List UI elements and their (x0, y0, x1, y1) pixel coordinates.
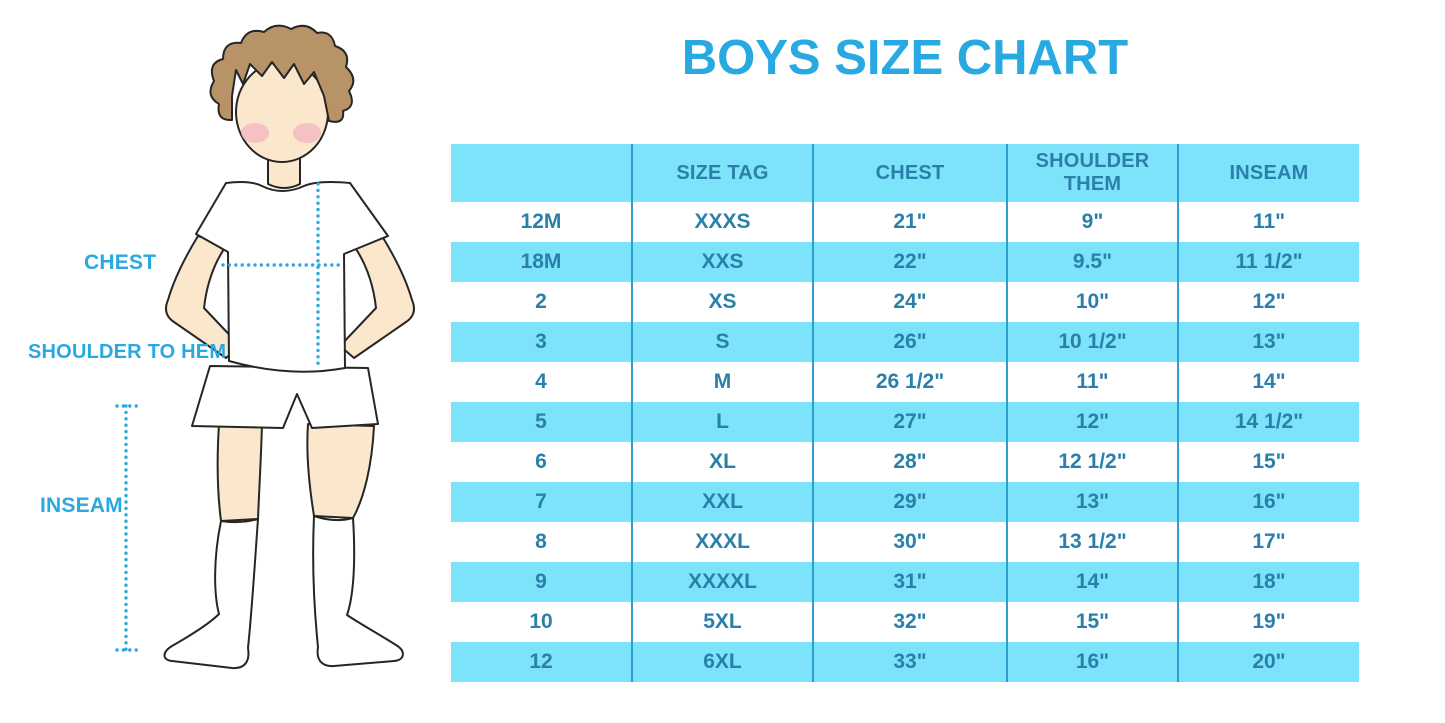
table-cell: 15" (1177, 442, 1359, 482)
boy-shorts (191, 365, 379, 429)
column-header: SIZE TAG (631, 144, 813, 202)
table-cell: 18M (451, 242, 632, 282)
table-cell: 14 1/2" (1177, 402, 1359, 442)
boy-shirt (195, 181, 389, 373)
table-cell: XXXS (631, 202, 813, 242)
table-cell: XXXXL (631, 562, 813, 602)
table-cell: 2 (535, 290, 547, 313)
table-cell: XL (631, 442, 813, 482)
inseam-label: INSEAM (40, 494, 123, 517)
table-cell: 32" (812, 602, 1007, 642)
size-table-header: SIZE TAG CHEST SHOULDER THEM INSEAM (451, 144, 1359, 202)
size-table: SIZE TAG CHEST SHOULDER THEM INSEAM 12M XXXS… (451, 144, 1359, 682)
header-row: SIZE TAG CHEST SHOULDER THEM INSEAM (451, 144, 1359, 202)
boy-illustration (115, 24, 415, 670)
table-cell: 18" (1177, 562, 1359, 602)
table-row: 7 XXL 29" 13" 16" (451, 482, 1359, 522)
boy-hair (209, 24, 355, 123)
table-row: 8 XXXL 30" 13 1/2" 17" (451, 522, 1359, 562)
table-cell: 13 1/2" (1006, 522, 1178, 562)
table-row: 12M XXXS 21" 9" 11" (451, 202, 1359, 242)
table-cell: 21" (812, 202, 1007, 242)
table-cell: 9 (451, 562, 632, 602)
table-cell: 7 (451, 482, 632, 522)
table-cell: 24" (812, 282, 1007, 322)
table-cell: 10 1/2" (1006, 322, 1178, 362)
table-row: 12 6XL 33" 16" 20" (451, 642, 1359, 682)
size-table-body: 12M XXXS 21" 9" 11" 18M XXS 22" 9.5" 11 1/2" 2 XS 24… (451, 202, 1359, 682)
table-row: 18M XXS 22" 9.5" 11 1/2" (451, 242, 1359, 282)
table-cell: 16" (1006, 642, 1178, 682)
table-cell: 12" (1177, 282, 1359, 322)
table-cell: 12" (1006, 402, 1178, 442)
table-cell: 31" (812, 562, 1007, 602)
table-cell: 26" (812, 322, 1007, 362)
table-cell: 4 (535, 370, 547, 393)
table-cell: 14" (1177, 362, 1359, 402)
boy-left-sock (163, 518, 259, 670)
table-cell: 13" (1177, 322, 1359, 362)
table-cell: 29" (812, 482, 1007, 522)
table-cell: 11" (1177, 202, 1359, 242)
boy-right-leg (306, 423, 375, 519)
table-row: 6 XL 28" 12 1/2" 15" (451, 442, 1359, 482)
table-cell: M (631, 362, 813, 402)
table-cell: 6XL (631, 642, 813, 682)
table-cell: 28" (812, 442, 1007, 482)
table-cell: XS (631, 282, 813, 322)
table-cell: 3 (451, 322, 632, 362)
table-cell: 11" (1006, 362, 1178, 402)
table-row: 9 XXXXL 31" 14" 18" (451, 562, 1359, 602)
table-cell: 6 (535, 450, 547, 473)
boy-left-blush (241, 123, 269, 143)
table-cell: 12 1/2" (1006, 442, 1178, 482)
table-cell: 17" (1177, 522, 1359, 562)
table-cell: 19" (1177, 602, 1359, 642)
table-cell: 27" (812, 402, 1007, 442)
table-cell: 16" (1177, 482, 1359, 522)
boy-right-sock (312, 515, 404, 668)
boy-left-leg (216, 423, 263, 522)
table-cell: 10" (1006, 282, 1178, 322)
chest-label: CHEST (84, 251, 157, 274)
table-cell: 9.5" (1006, 242, 1178, 282)
table-cell: 13" (1006, 482, 1178, 522)
shoulder-to-hem-label: SHOULDER TO HEM (28, 341, 227, 363)
table-row: 5 L 27" 12" 14 1/2" (451, 402, 1359, 442)
column-header: INSEAM (1177, 144, 1359, 202)
column-header: CHEST (812, 144, 1007, 202)
table-cell: 20" (1177, 642, 1359, 682)
table-cell: 11 1/2" (1177, 242, 1359, 282)
table-cell: 5 (451, 402, 632, 442)
page-title: BOYS SIZE CHART (681, 31, 1129, 85)
table-cell: 8 (535, 530, 547, 553)
table-cell: 26 1/2" (812, 362, 1007, 402)
table-cell: 14" (1006, 562, 1178, 602)
column-header: SHOULDER THEM (1006, 144, 1178, 202)
table-cell: 33" (812, 642, 1007, 682)
table-cell: 22" (812, 242, 1007, 282)
table-cell: 12M (520, 210, 562, 233)
boy-right-blush (293, 123, 321, 143)
table-row: 3 S 26" 10 1/2" 13" (451, 322, 1359, 362)
table-cell: 12 (451, 642, 632, 682)
table-row: 2 XS 24" 10" 12" (451, 282, 1359, 322)
table-cell: 9" (1006, 202, 1178, 242)
table-cell: 15" (1006, 602, 1178, 642)
table-cell: 10 (529, 610, 553, 633)
boy-face (235, 61, 329, 163)
table-row: 10 5XL 32" 15" 19" (451, 602, 1359, 642)
table-cell: XXL (631, 482, 813, 522)
table-cell: 5XL (631, 602, 813, 642)
boy-right-arm (339, 235, 415, 359)
column-header (451, 144, 632, 202)
table-cell: XXS (631, 242, 813, 282)
table-cell: S (631, 322, 813, 362)
table-cell: XXXL (631, 522, 813, 562)
table-cell: 30" (812, 522, 1007, 562)
table-cell: L (631, 402, 813, 442)
table-row: 4 M 26 1/2" 11" 14" (451, 362, 1359, 402)
